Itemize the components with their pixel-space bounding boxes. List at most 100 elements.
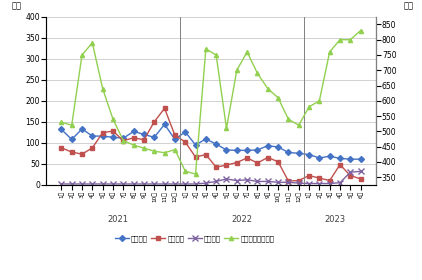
钢材出口（右轴） (276, 96, 281, 99)
钢材出口（右轴） (203, 47, 208, 51)
钢坯出口 (203, 181, 208, 185)
钢坯进口 (79, 152, 84, 156)
钢坯出口 (317, 182, 322, 185)
钢坯进口 (59, 146, 64, 150)
钢坯出口 (90, 182, 95, 186)
钢材进口 (183, 130, 188, 134)
钢坯出口 (141, 182, 146, 186)
钢材出口（右轴） (265, 87, 270, 90)
钢坯进口 (214, 165, 219, 169)
钢坯进口 (286, 179, 291, 183)
钢材出口（右轴） (131, 143, 136, 147)
钢坯进口 (183, 140, 188, 144)
Text: 2021: 2021 (108, 215, 129, 224)
钢坯出口 (152, 182, 157, 186)
钢材进口 (234, 149, 239, 152)
钢坯进口 (276, 160, 281, 163)
钢坯出口 (111, 182, 116, 186)
钢坯出口 (245, 178, 250, 181)
钢材出口（右轴） (69, 123, 74, 127)
钢材出口（右轴） (172, 148, 177, 151)
钢坯进口 (162, 107, 167, 110)
钢坯出口 (276, 181, 281, 184)
钢坯进口 (296, 179, 301, 182)
钢坯出口 (358, 170, 363, 173)
钢坯出口 (338, 181, 343, 184)
钢坯进口 (224, 163, 229, 167)
钢材进口 (348, 157, 353, 161)
钢材进口 (214, 142, 219, 146)
钢材出口（右轴） (358, 29, 363, 32)
钢材出口（右轴） (121, 139, 126, 142)
Legend: 钢材进口, 钢坯进口, 钢坯出口, 钢材出口（右轴）: 钢材进口, 钢坯进口, 钢坯出口, 钢材出口（右轴） (115, 235, 274, 242)
钢坯出口 (348, 171, 353, 174)
钢材进口 (100, 134, 105, 138)
钢材进口 (59, 128, 64, 131)
钢材出口（右轴） (224, 127, 229, 130)
钢坯出口 (100, 182, 105, 186)
钢材出口（右轴） (296, 123, 301, 127)
钢坯出口 (131, 182, 136, 186)
钢坯出口 (69, 182, 74, 186)
钢坯进口 (111, 129, 116, 133)
钢坯出口 (193, 182, 198, 186)
钢材出口（右轴） (193, 172, 198, 176)
钢材进口 (317, 156, 322, 160)
钢材进口 (141, 133, 146, 136)
钢坯出口 (79, 182, 84, 186)
钢材进口 (338, 157, 343, 160)
钢坯进口 (131, 136, 136, 139)
钢坯出口 (224, 177, 229, 181)
钢材出口（右轴） (255, 72, 260, 75)
钢材进口 (111, 136, 116, 139)
钢坯出口 (121, 182, 126, 186)
钢材出口（右轴） (317, 99, 322, 102)
Line: 钢材出口（右轴）: 钢材出口（右轴） (60, 29, 362, 176)
钢坯出口 (296, 181, 301, 185)
Text: 2022: 2022 (231, 215, 252, 224)
钢坯进口 (172, 134, 177, 137)
钢材进口 (265, 144, 270, 147)
钢材进口 (245, 149, 250, 152)
Text: 万吨: 万吨 (12, 1, 22, 10)
钢材进口 (224, 148, 229, 152)
钢坯进口 (348, 174, 353, 177)
钢坯出口 (214, 180, 219, 183)
钢坯出口 (306, 182, 311, 185)
钢坯出口 (234, 179, 239, 182)
钢材出口（右轴） (327, 50, 332, 53)
Text: 2023: 2023 (324, 215, 345, 224)
钢材出口（右轴） (162, 151, 167, 154)
钢材进口 (193, 143, 198, 147)
钢坯进口 (306, 174, 311, 177)
钢材出口（右轴） (59, 120, 64, 124)
钢材进口 (172, 138, 177, 141)
钢材进口 (296, 151, 301, 155)
钢材出口（右轴） (90, 41, 95, 45)
钢材进口 (131, 130, 136, 133)
钢坯出口 (286, 181, 291, 184)
钢材出口（右轴） (286, 117, 291, 121)
钢材出口（右轴） (100, 87, 105, 90)
钢坯进口 (234, 161, 239, 164)
钢材出口（右轴） (141, 146, 146, 150)
钢材进口 (90, 134, 95, 138)
钢坯进口 (245, 156, 250, 160)
钢材出口（右轴） (79, 53, 84, 57)
钢材进口 (203, 137, 208, 141)
Line: 钢坯进口: 钢坯进口 (60, 106, 362, 183)
钢材进口 (121, 137, 126, 140)
钢坯出口 (172, 182, 177, 186)
钢坯进口 (317, 176, 322, 180)
钢材出口（右轴） (183, 169, 188, 173)
Text: 万吨: 万吨 (403, 1, 414, 10)
钢材进口 (79, 127, 84, 130)
钢材进口 (286, 151, 291, 154)
钢坯进口 (338, 163, 343, 166)
钢坯出口 (265, 180, 270, 183)
Line: 钢材进口: 钢材进口 (60, 122, 362, 161)
钢材出口（右轴） (152, 150, 157, 153)
Line: 钢坯出口: 钢坯出口 (59, 169, 363, 187)
钢坯出口 (327, 182, 332, 185)
钢材出口（右轴） (338, 38, 343, 41)
